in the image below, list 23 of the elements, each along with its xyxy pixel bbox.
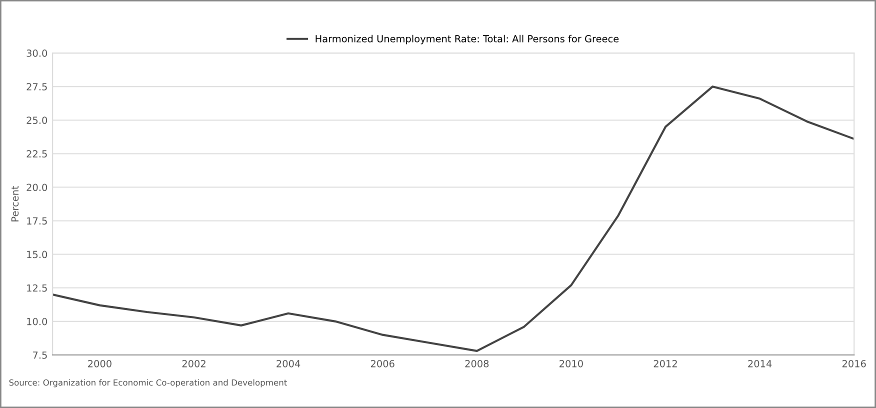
y-tick-label: 12.5 [27,284,47,292]
y-tick-label: 17.5 [27,217,47,225]
y-tick-label: 7.5 [33,352,47,359]
y-tick-label: 30.0 [26,50,48,57]
y-axis-title: Percent [11,186,19,222]
x-tick-label: 2010 [560,360,583,368]
x-tick-label: 2004 [276,360,300,368]
y-tick-label: 20.0 [26,184,48,192]
y-tick-label: 22.5 [26,150,47,158]
source-note: Source: Organization for Economic Co-operation and Development [9,379,287,388]
x-tick-label: 2002 [182,360,206,368]
y-tick-label: 25.0 [26,116,48,124]
y-tick-label: 10.0 [27,318,48,326]
x-tick-label: 2016 [842,360,866,368]
legend-label: Harmonized Unemployment Rate: Total: All Persons for Greece [316,34,619,44]
y-tick-label: 15.0 [27,250,48,258]
y-tick-label: 27.5 [26,83,47,90]
line-series [52,86,854,352]
x-tick-label: 2006 [370,360,394,368]
x-tick-label: 2012 [654,360,677,368]
x-tick-label: 2000 [88,360,112,368]
x-tick-label: 2014 [748,360,772,368]
x-tick-label: 2008 [465,360,489,368]
